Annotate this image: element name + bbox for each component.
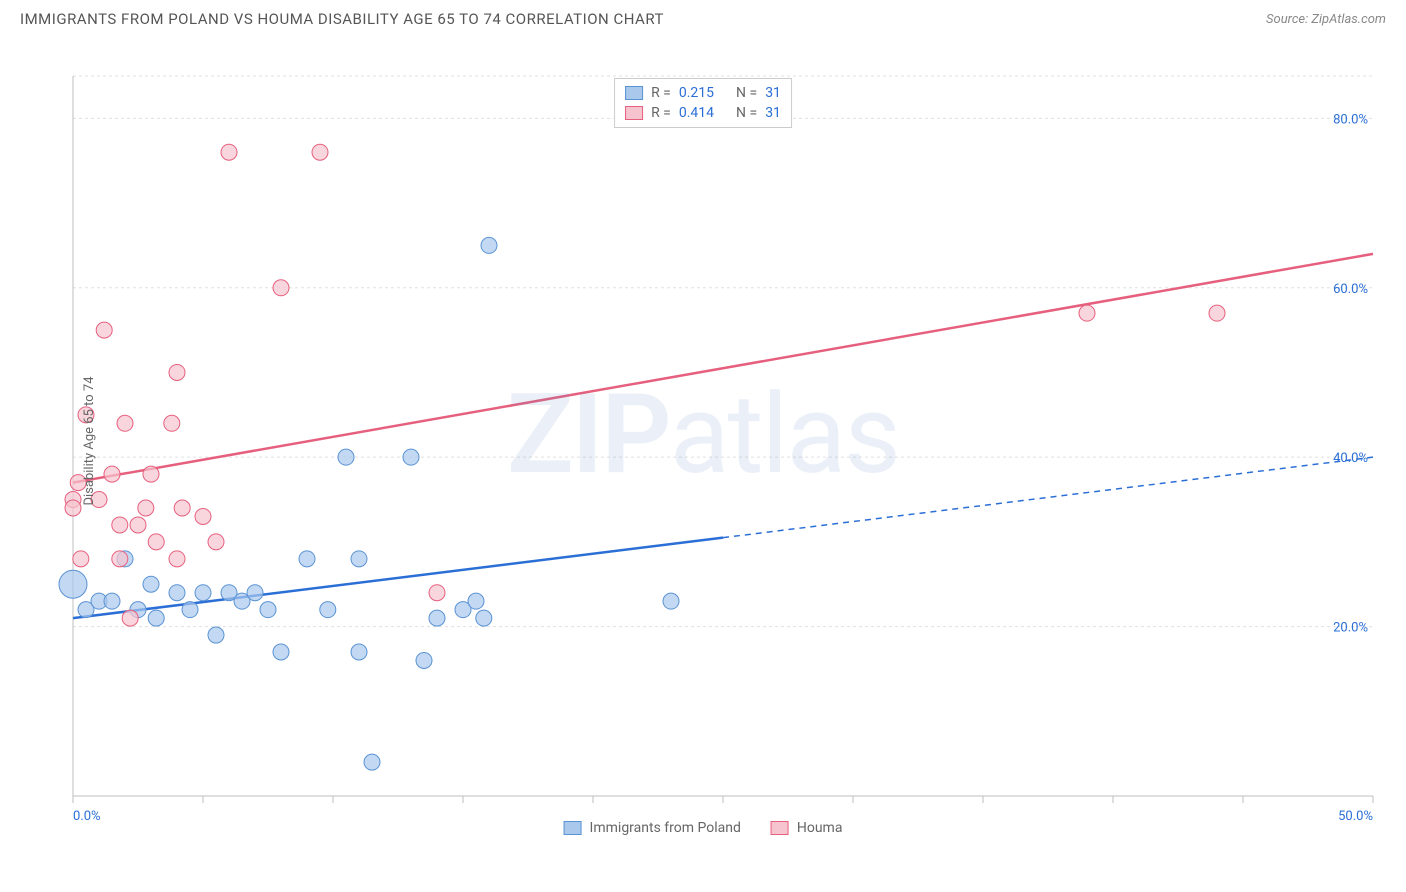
svg-text:20.0%: 20.0% xyxy=(1333,621,1368,636)
stats-legend: R = 0.215N = 31R = 0.414N = 31 xyxy=(614,78,792,128)
svg-text:0.0%: 0.0% xyxy=(73,809,101,824)
stats-row-houma: R = 0.414N = 31 xyxy=(625,103,781,123)
page-title: IMMIGRANTS FROM POLAND VS HOUMA DISABILI… xyxy=(20,10,664,28)
svg-text:50.0%: 50.0% xyxy=(1338,809,1373,824)
y-axis-label: Disability Age 65 to 74 xyxy=(82,377,97,506)
legend-item: Immigrants from Poland xyxy=(564,820,741,836)
svg-text:40.0%: 40.0% xyxy=(1333,451,1368,466)
chart-container: Disability Age 65 to 74 20.0% 40.0% 60.0% 8… xyxy=(13,36,1393,846)
correlation-chart: 20.0% 40.0% 60.0% 80.0% 0.0% 50.0% xyxy=(13,36,1393,846)
source-label: Source: ZipAtlas.com xyxy=(1266,12,1386,27)
svg-text:80.0%: 80.0% xyxy=(1333,112,1368,127)
svg-text:60.0%: 60.0% xyxy=(1333,282,1368,297)
stats-row-poland: R = 0.215N = 31 xyxy=(625,83,781,103)
legend-item: Houma xyxy=(771,820,843,836)
series-legend: Immigrants from Poland Houma xyxy=(564,820,843,836)
